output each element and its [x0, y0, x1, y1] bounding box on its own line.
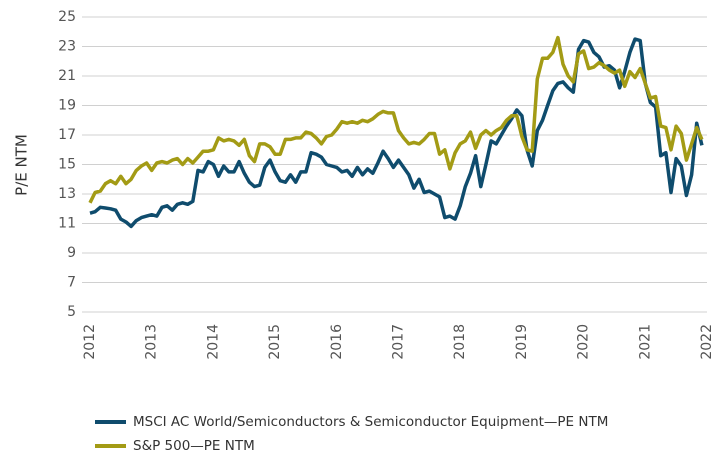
y-tick-label: 23 [58, 39, 76, 55]
y-tick-label: 15 [58, 157, 76, 173]
y-tick-label: 17 [58, 127, 76, 143]
x-tick-label: 2017 [391, 324, 407, 360]
x-tick-label: 2018 [452, 324, 468, 360]
legend-label: S&P 500—PE NTM [133, 438, 255, 454]
y-tick-label: 11 [58, 216, 76, 232]
series-line [89, 37, 704, 229]
y-tick-label: 21 [58, 68, 76, 84]
y-axis-label: P/E NTM [13, 134, 31, 196]
x-tick-label: 2013 [144, 324, 160, 360]
y-tick-label: 13 [58, 186, 76, 202]
x-tick-label: 2020 [576, 324, 592, 360]
y-tick-label: 7 [67, 275, 76, 291]
x-tick-label: 2021 [637, 324, 653, 360]
x-tick-label: 2015 [267, 324, 283, 360]
x-tick-label: 2019 [514, 324, 530, 360]
y-tick-label: 5 [67, 304, 76, 320]
y-tick-label: 19 [58, 98, 76, 114]
y-tick-label: 9 [67, 245, 76, 261]
series-line [88, 35, 704, 204]
x-tick-label: 2022 [699, 324, 715, 360]
y-tick-label: 25 [58, 9, 76, 25]
x-tick-label: 2012 [82, 324, 98, 360]
x-tick-label: 2014 [205, 324, 221, 360]
x-tick-label: 2016 [329, 324, 345, 360]
legend-label: MSCI AC World/Semiconductors & Semicondu… [133, 414, 608, 430]
